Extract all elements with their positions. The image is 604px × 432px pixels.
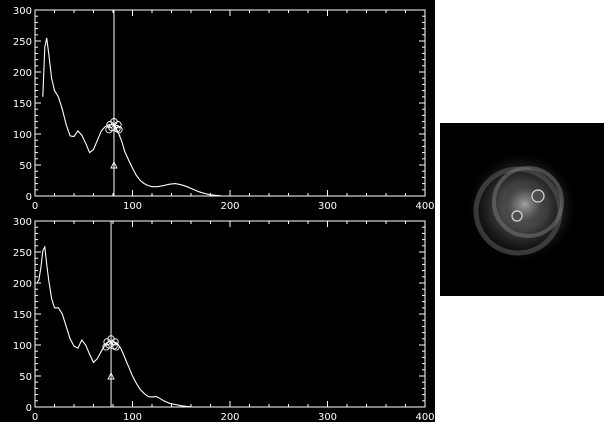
y-tick-label: 0 <box>26 403 32 414</box>
y-tick-label: 150 <box>13 99 32 110</box>
x-tick-label: 0 <box>32 201 38 212</box>
point-marker-upper <box>531 189 545 203</box>
y-tick-label: 0 <box>26 192 32 203</box>
peak-marker <box>112 343 120 351</box>
x-tick-label: 0 <box>32 412 38 423</box>
triangle-marker <box>110 160 118 169</box>
peak-marker <box>105 126 113 134</box>
peak-marker <box>115 126 123 134</box>
plot-background <box>0 0 435 211</box>
y-tick-label: 300 <box>13 217 32 228</box>
x-tick-label: 300 <box>318 201 337 212</box>
ring-middle <box>492 166 564 238</box>
plot-background <box>0 211 435 422</box>
image-panel <box>440 123 604 296</box>
y-tick-label: 250 <box>13 37 32 48</box>
x-tick-label: 100 <box>123 412 142 423</box>
plot-top: 0 100 200 300 400 0 50 100 150 200 250 300 <box>0 0 435 212</box>
peak-marker <box>102 343 110 351</box>
y-tick-label: 50 <box>19 161 32 172</box>
y-tick-label: 100 <box>13 341 32 352</box>
triangle-marker <box>107 371 115 380</box>
x-tick-label: 400 <box>415 412 434 423</box>
y-tick-label: 50 <box>19 372 32 383</box>
inner-core <box>503 182 547 226</box>
y-tick-label: 100 <box>13 130 32 141</box>
point-marker-lower <box>511 210 523 222</box>
series-line <box>42 37 230 197</box>
y-tick-label: 200 <box>13 68 32 79</box>
y-tick-label: 200 <box>13 279 32 290</box>
y-tick-label: 300 <box>13 6 32 17</box>
plot-bottom: 0 100 200 300 400 0 50 100 150 200 250 300 <box>0 211 435 423</box>
x-tick-label: 200 <box>220 412 239 423</box>
x-tick-label: 200 <box>220 201 239 212</box>
x-tick-label: 300 <box>318 412 337 423</box>
y-tick-label: 150 <box>13 310 32 321</box>
x-tick-label: 100 <box>123 201 142 212</box>
x-tick-label: 400 <box>415 201 434 212</box>
y-tick-label: 250 <box>13 248 32 259</box>
